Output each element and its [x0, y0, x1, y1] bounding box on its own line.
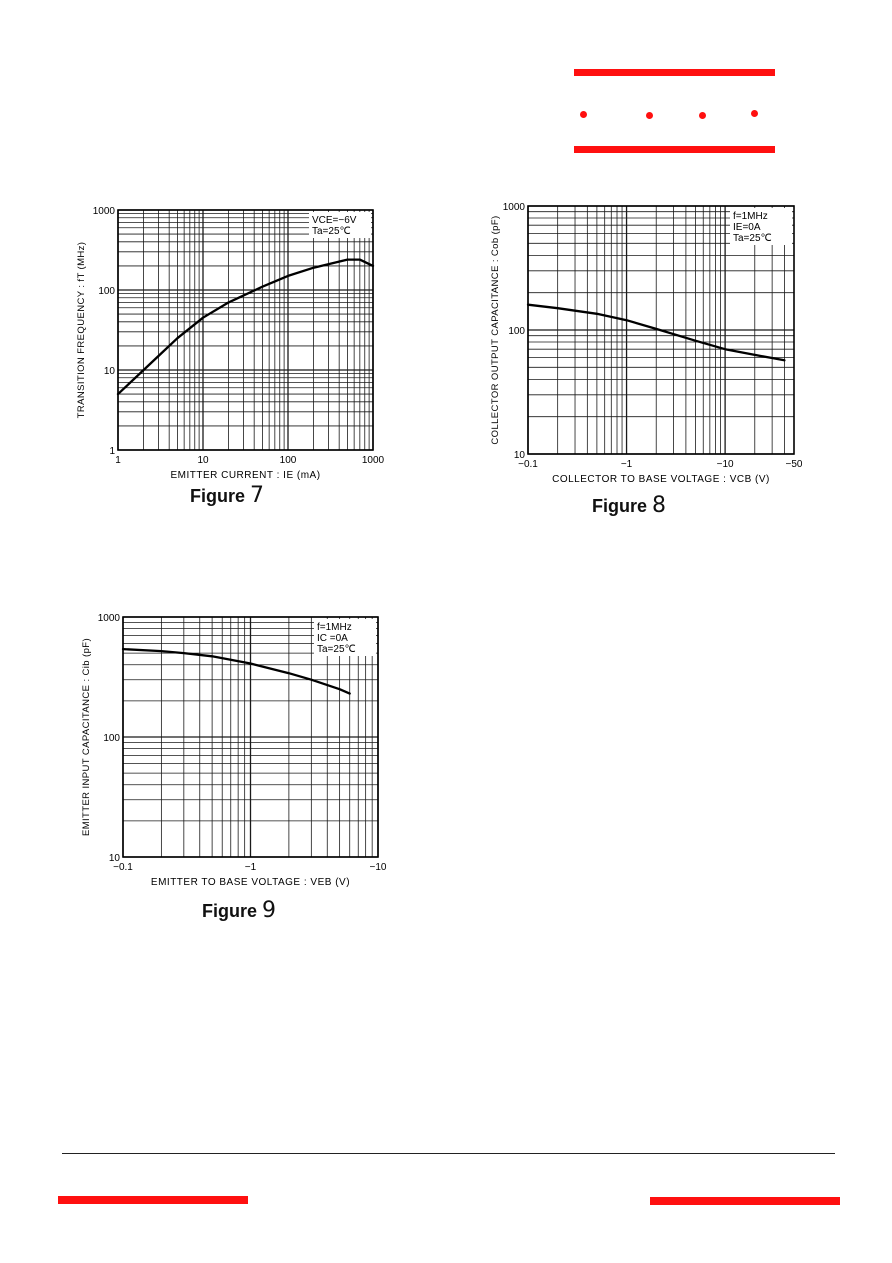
y-tick-label: 1	[109, 446, 115, 457]
x-axis-label: EMITTER TO BASE VOLTAGE : VEB (V)	[151, 877, 350, 888]
legend-entry: Ta=25℃	[733, 233, 772, 244]
figure-9: −0.1 −1 −10 10 100 1000 EMITTER TO BASE VOLTAG…	[75, 600, 405, 900]
legend-entry: IC =0A	[317, 633, 348, 644]
y-tick-label: 1000	[98, 613, 121, 624]
figure-8-caption: Figure 8	[592, 493, 666, 518]
header-dot-2	[646, 112, 653, 119]
legend-entry: f=1MHz	[733, 211, 768, 222]
series-line	[526, 303, 786, 362]
caption-word: Figure	[202, 901, 258, 921]
y-tick-label: 1000	[93, 206, 116, 217]
series-line	[121, 647, 351, 695]
x-tick-label: −10	[717, 459, 734, 470]
caption-word: Figure	[592, 496, 648, 516]
x-tick-label: −50	[786, 459, 803, 470]
chart-transition-frequency: 1 10 100 1000 1 10 100 1000 EMITTER CURRENT : IE…	[76, 206, 385, 481]
caption-number: 9	[262, 898, 277, 923]
figure-7: 1 10 100 1000 1 10 100 1000 EMITTER CURRENT : IE…	[70, 195, 400, 485]
footer-right-bar	[650, 1197, 840, 1205]
plot-frame	[527, 205, 795, 455]
legend-background	[309, 212, 371, 238]
header-dot-4	[751, 110, 758, 117]
y-axis-label: EMITTER INPUT CAPACITANCE : Cib (pF)	[81, 638, 92, 836]
legend-entry: Ta=25℃	[317, 644, 356, 655]
y-axis-label: TRANSITION FREQUENCY : fT (MHz)	[76, 242, 87, 419]
y-tick-label: 10	[514, 450, 526, 461]
legend-background	[314, 619, 376, 656]
x-axis-label: EMITTER CURRENT : IE (mA)	[170, 470, 320, 481]
header-top-bar	[574, 69, 775, 76]
y-axis-label: COLLECTOR OUTPUT CAPACITANCE : Cob (pF)	[490, 215, 501, 444]
legend-entry: Ta=25℃	[312, 226, 351, 237]
plot-frame	[117, 209, 374, 451]
chart-collector-output-capacitance: −0.1 −1 −10 −50 10 100 1000 COLLECTOR TO BASE V…	[490, 202, 803, 485]
caption-word: Figure	[190, 486, 246, 506]
y-tick-label: 10	[109, 853, 121, 864]
chart-emitter-input-capacitance: −0.1 −1 −10 10 100 1000 EMITTER TO BASE VOLTAG…	[81, 613, 387, 888]
plot-frame	[122, 616, 379, 858]
x-tick-label: 10	[197, 455, 209, 466]
x-axis-label: COLLECTOR TO BASE VOLTAGE : VCB (V)	[552, 474, 770, 485]
caption-number: 7	[250, 483, 265, 508]
footer-left-bar	[58, 1196, 248, 1204]
x-tick-label: −10	[370, 862, 387, 873]
legend-entry: VCE=−6V	[312, 215, 357, 226]
header-dot-1	[580, 111, 587, 118]
x-tick-label: 100	[280, 455, 297, 466]
legend-entry: IE=0A	[733, 222, 761, 233]
x-tick-label: −0.1	[113, 862, 133, 873]
y-tick-label: 100	[508, 326, 525, 337]
x-tick-label: −1	[245, 862, 257, 873]
x-tick-label: 1	[115, 455, 121, 466]
grid	[117, 209, 374, 451]
header-dot-3	[699, 112, 706, 119]
figure-8: −0.1 −1 −10 −50 10 100 1000 COLLECTOR TO BASE V…	[484, 190, 824, 490]
header-bottom-bar	[574, 146, 775, 153]
caption-number: 8	[652, 493, 667, 518]
series-line	[116, 258, 375, 396]
figure-9-caption: Figure 9	[202, 898, 276, 923]
legend-background	[730, 208, 792, 245]
footer-rule	[62, 1153, 835, 1154]
y-tick-label: 100	[103, 733, 120, 744]
legend-entry: f=1MHz	[317, 622, 352, 633]
y-tick-label: 1000	[503, 202, 526, 213]
y-tick-label: 10	[104, 366, 116, 377]
y-tick-label: 100	[98, 286, 115, 297]
x-tick-label: −1	[621, 459, 633, 470]
x-tick-label: 1000	[362, 455, 385, 466]
x-tick-label: −0.1	[518, 459, 538, 470]
figure-7-caption: Figure 7	[190, 483, 264, 508]
